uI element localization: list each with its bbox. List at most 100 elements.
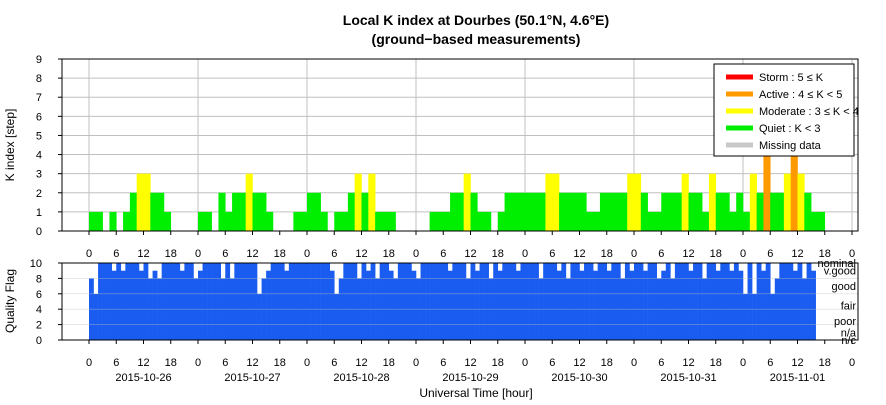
k-hour-tick-label: 12 bbox=[573, 248, 585, 260]
quality-bar bbox=[343, 263, 349, 340]
legend: Storm : 5 ≤ K Active : 4 ≤ K < 5 Moderate … bbox=[713, 63, 859, 157]
k-bar bbox=[388, 211, 396, 231]
quality-bar bbox=[556, 270, 562, 340]
date-label: 2015-11-01 bbox=[770, 372, 825, 384]
quality-bar bbox=[674, 263, 680, 340]
quality-hour-tick-label: 0 bbox=[304, 357, 310, 369]
quality-hour-tick-label: 12 bbox=[464, 357, 476, 369]
quality-bar bbox=[307, 263, 312, 340]
quality-bar bbox=[216, 263, 222, 340]
k-y-tick-label: 8 bbox=[36, 73, 42, 85]
k-bar bbox=[763, 154, 771, 231]
quality-hour-tick-label: 6 bbox=[113, 357, 119, 369]
quality-bar bbox=[638, 263, 644, 340]
quality-y-tick-label: 4 bbox=[36, 304, 42, 316]
k-bar bbox=[347, 192, 355, 231]
quality-bar bbox=[511, 263, 517, 340]
quality-bar bbox=[652, 263, 658, 340]
quality-bar bbox=[706, 263, 712, 340]
quality-bar bbox=[279, 263, 285, 340]
quality-bar bbox=[102, 263, 108, 340]
quality-bar bbox=[411, 270, 417, 340]
k-bar bbox=[640, 192, 648, 231]
quality-y-axis: 0 2 4 6 8 10 bbox=[30, 258, 62, 347]
quality-hour-tick-label: 6 bbox=[549, 357, 555, 369]
quality-bar bbox=[184, 263, 190, 340]
quality-bar bbox=[388, 270, 394, 340]
k-hour-tick-label: 0 bbox=[413, 248, 419, 260]
k-bar bbox=[450, 192, 458, 231]
quality-bar bbox=[634, 263, 639, 340]
quality-hour-tick-label: 18 bbox=[492, 357, 504, 369]
quality-hour-tick-label: 6 bbox=[222, 357, 228, 369]
quality-bar bbox=[311, 263, 317, 340]
quality-label: good bbox=[832, 281, 856, 293]
k-bar bbox=[770, 192, 778, 231]
quality-bar bbox=[107, 263, 113, 340]
quality-bar bbox=[615, 263, 621, 340]
k-bar bbox=[695, 192, 703, 231]
quality-hour-tick-label: 0 bbox=[522, 357, 528, 369]
date-label: 2015-10-26 bbox=[115, 372, 171, 384]
quality-bar bbox=[120, 270, 126, 340]
quality-bar bbox=[679, 263, 685, 340]
quality-bar bbox=[461, 263, 467, 340]
legend-label-quiet: Quiet : K < 3 bbox=[759, 123, 820, 135]
quality-bar bbox=[456, 263, 462, 340]
k-panel-frame bbox=[61, 58, 859, 232]
quality-bar bbox=[334, 293, 340, 340]
k-bar bbox=[218, 192, 226, 231]
quality-label: n/a bbox=[841, 327, 857, 339]
k-bar bbox=[497, 211, 505, 231]
k-bar bbox=[599, 192, 608, 231]
k-bar bbox=[150, 192, 158, 231]
quality-bar bbox=[175, 263, 181, 340]
k-bar bbox=[89, 211, 97, 231]
k-bar bbox=[477, 211, 485, 231]
k-bar bbox=[531, 192, 539, 231]
k-index-bars bbox=[89, 154, 826, 231]
quality-bar bbox=[629, 270, 635, 340]
quality-bar bbox=[552, 263, 558, 340]
k-y-tick-label: 9 bbox=[36, 54, 42, 66]
k-bar bbox=[661, 192, 669, 231]
k-bar bbox=[674, 192, 682, 231]
k-bar bbox=[688, 192, 696, 231]
quality-bar bbox=[384, 263, 390, 340]
quality-bar bbox=[257, 293, 262, 340]
k-bar bbox=[722, 192, 730, 231]
quality-bar bbox=[738, 270, 744, 340]
quality-hour-tick-label: 0 bbox=[849, 357, 855, 369]
quality-bar bbox=[161, 263, 167, 340]
k-bar bbox=[436, 211, 444, 231]
k-bar bbox=[743, 211, 751, 231]
quality-hour-tick-label: 12 bbox=[246, 357, 258, 369]
k-bar bbox=[368, 173, 376, 231]
k-bar bbox=[470, 192, 478, 231]
quality-hour-tick-label: 0 bbox=[631, 357, 637, 369]
quality-hour-tick-label: 6 bbox=[767, 357, 773, 369]
k-bar bbox=[647, 211, 655, 231]
k-hour-tick-label: 12 bbox=[682, 248, 694, 260]
quality-hour-tick-label: 12 bbox=[573, 357, 585, 369]
quality-bar bbox=[470, 263, 476, 340]
k-bar bbox=[634, 173, 642, 231]
k-bar bbox=[443, 211, 451, 231]
k-hour-tick-label: 0 bbox=[304, 248, 310, 260]
k-hour-tick-label: 0 bbox=[740, 248, 746, 260]
quality-bar bbox=[724, 263, 730, 340]
quality-bar bbox=[111, 270, 117, 340]
quality-y-axis-label: Quality Flag bbox=[3, 269, 17, 333]
quality-bar bbox=[588, 263, 594, 340]
k-bar bbox=[593, 211, 601, 231]
quality-bar bbox=[506, 263, 512, 340]
quality-bar bbox=[152, 270, 158, 340]
k-y-tick-label: 0 bbox=[36, 226, 42, 238]
quality-bar bbox=[788, 263, 794, 340]
k-bar bbox=[259, 192, 267, 231]
quality-bar bbox=[429, 263, 435, 340]
k-bar bbox=[313, 192, 321, 231]
k-bar bbox=[654, 211, 662, 231]
quality-bar bbox=[116, 263, 122, 340]
quality-bar bbox=[665, 263, 671, 340]
